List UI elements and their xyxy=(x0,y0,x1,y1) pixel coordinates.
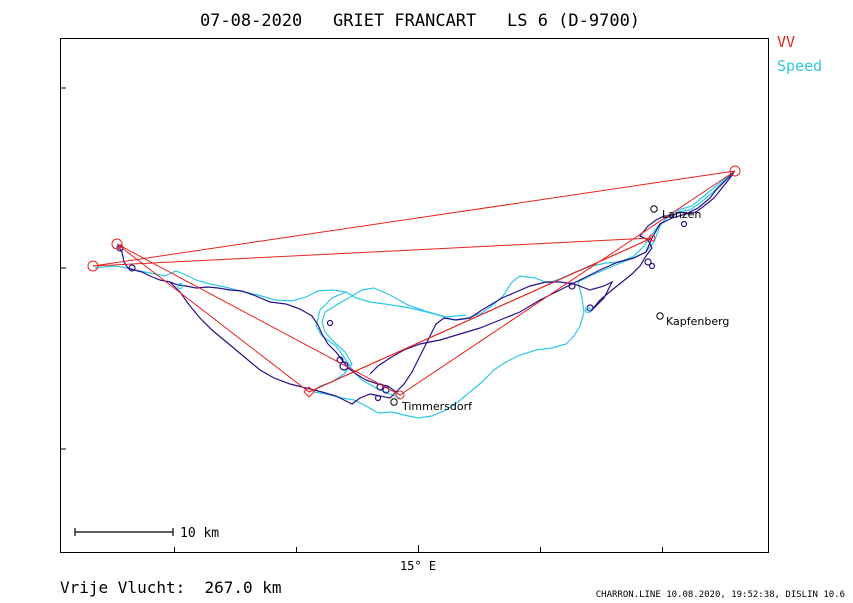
map-frame xyxy=(60,38,769,553)
town-lanzen-label: Lanzen xyxy=(662,208,701,221)
map-title: 07-08-2020 GRIET FRANCART LS 6 (D-9700) xyxy=(200,11,640,31)
town-timmersdorf: Timmersdorf xyxy=(390,398,473,413)
thermal-clusters xyxy=(116,220,688,402)
turnpoint-markers xyxy=(87,165,741,400)
credits-line: CHARRON.LINE 10.08.2020, 19:52:38, DISLI… xyxy=(596,590,845,600)
x-axis-label: 15° E xyxy=(400,559,436,573)
turnpoint-circle xyxy=(648,234,656,242)
town-timmersdorf-label: Timmersdorf xyxy=(401,400,473,413)
turnpoint-circle xyxy=(395,390,405,400)
scale-bar xyxy=(74,528,174,536)
turnpoint-circle xyxy=(111,238,123,250)
turnpoint-circle xyxy=(729,165,741,177)
task-lines xyxy=(92,170,736,396)
track-dark-main xyxy=(117,245,397,405)
town-lanzen: Lanzen xyxy=(650,205,701,221)
legend: VV Speed xyxy=(777,33,822,75)
legend-vv: VV xyxy=(777,33,795,51)
turnpoint-circle xyxy=(87,260,99,272)
track-dark-return xyxy=(369,171,735,375)
town-kapfenberg: Kapfenberg xyxy=(656,312,729,328)
start-diamond xyxy=(303,386,315,398)
track-dark-east xyxy=(395,171,735,393)
town-kapfenberg-label: Kapfenberg xyxy=(666,315,729,328)
free-flight-distance: Vrije Vlucht: 267.0 km xyxy=(60,578,282,597)
scale-bar-label: 10 km xyxy=(180,526,219,541)
legend-speed: Speed xyxy=(777,57,822,75)
axis-ticks xyxy=(61,87,663,553)
track-light-west xyxy=(94,171,735,321)
